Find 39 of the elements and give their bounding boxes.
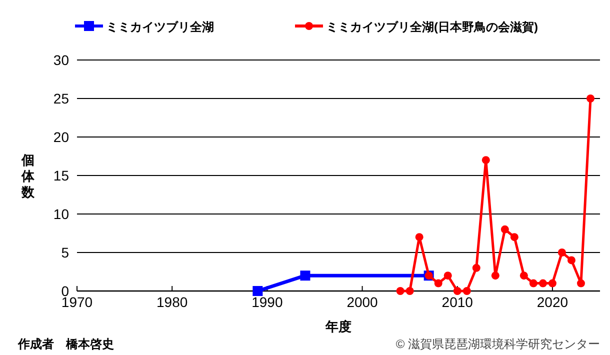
point: [415, 233, 424, 242]
x-tick-label: 2020: [536, 294, 568, 310]
legend-label: ミミカイツブリ全湖(日本野鳥の会滋賀): [326, 20, 538, 34]
y-axis-title: 個体数: [20, 152, 36, 200]
point: [472, 264, 480, 272]
point: [406, 287, 414, 295]
point: [520, 272, 528, 280]
point: [396, 287, 404, 295]
point: [453, 287, 462, 295]
x-tick-label: 1990: [252, 294, 283, 310]
y-tick-label: 10: [53, 206, 70, 222]
point: [434, 279, 442, 288]
point: [529, 279, 538, 288]
point: [482, 156, 490, 164]
point: [510, 233, 518, 242]
x-tick-label: 2000: [346, 294, 378, 310]
point: [252, 286, 263, 296]
point: [576, 279, 585, 288]
text: 作成者 橋本啓史: [17, 337, 114, 351]
point: [586, 94, 594, 102]
y-tick-label: 25: [53, 90, 70, 106]
point: [444, 272, 452, 280]
y-tick-label: 30: [53, 52, 70, 68]
y-tick-label: 5: [61, 244, 70, 260]
point: [300, 270, 310, 281]
point: [567, 256, 576, 264]
point: [558, 248, 566, 256]
y-tick-label: 20: [53, 129, 70, 145]
point: [462, 287, 471, 295]
point: [491, 272, 500, 280]
y-tick-label: 15: [53, 168, 70, 184]
x-tick-label: 1980: [156, 294, 188, 310]
point: [538, 279, 547, 288]
x-axis-title: 年度: [324, 319, 352, 334]
x-tick-label: 2010: [442, 294, 474, 310]
legend-label: ミミカイツブリ全湖: [106, 20, 214, 34]
point: [548, 279, 556, 288]
point: [500, 225, 509, 234]
text: © 滋賀県琵琶湖環境科学研究センター: [396, 337, 600, 351]
